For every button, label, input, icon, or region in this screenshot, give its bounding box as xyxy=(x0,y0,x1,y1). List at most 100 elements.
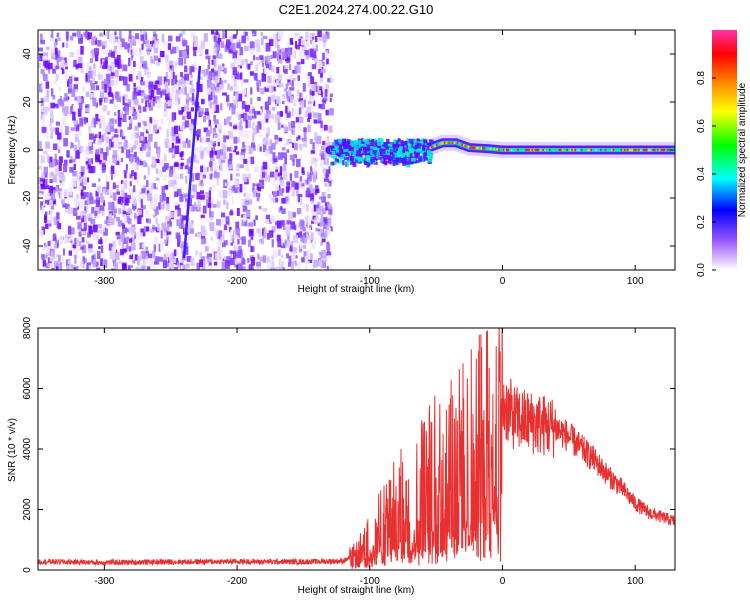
noise-cell xyxy=(67,260,72,265)
noise-cell xyxy=(230,62,235,69)
signal-cell xyxy=(375,140,380,144)
noise-cell xyxy=(38,47,43,52)
noise-cell xyxy=(319,196,324,200)
noise-cell xyxy=(315,85,318,92)
signal-cell xyxy=(393,147,397,153)
noise-cell xyxy=(144,136,148,144)
noise-cell xyxy=(226,116,232,120)
spectrogram-y-tick-label: -40 xyxy=(22,238,33,253)
noise-cell xyxy=(140,34,145,41)
noise-cell xyxy=(305,41,310,48)
noise-cell xyxy=(259,55,264,60)
noise-cell xyxy=(298,231,303,238)
spectrogram-y-tick-label: 20 xyxy=(22,96,33,108)
noise-cell xyxy=(51,30,54,38)
noise-cell xyxy=(324,95,328,101)
noise-cell xyxy=(99,153,104,160)
noise-cell xyxy=(313,50,317,58)
noise-cell xyxy=(271,142,276,150)
noise-cell xyxy=(212,161,217,166)
noise-cell xyxy=(141,243,146,248)
noise-cell xyxy=(278,82,284,88)
noise-cell xyxy=(52,143,58,151)
signal-cell xyxy=(379,156,384,161)
signal-cell xyxy=(348,140,351,144)
noise-cell xyxy=(277,31,283,40)
noise-cell xyxy=(71,264,76,269)
noise-cell xyxy=(235,179,239,185)
noise-cell xyxy=(98,134,104,143)
noise-cell xyxy=(65,66,68,70)
noise-cell xyxy=(172,164,176,174)
noise-cell xyxy=(97,74,103,80)
noise-cell xyxy=(83,31,87,37)
noise-cell xyxy=(77,131,82,137)
noise-cell xyxy=(73,59,77,68)
noise-cell xyxy=(286,201,291,205)
signal-cell xyxy=(395,158,399,163)
snr-y-tick-label: 4000 xyxy=(22,437,33,460)
noise-cell xyxy=(74,119,78,126)
noise-cell xyxy=(264,150,270,157)
noise-cell xyxy=(282,244,286,249)
noise-cell xyxy=(145,250,149,257)
signal-peak-cell xyxy=(599,148,603,152)
noise-cell xyxy=(257,253,260,260)
noise-cell xyxy=(98,239,103,245)
noise-cell xyxy=(327,32,330,39)
noise-cell xyxy=(154,256,160,265)
noise-cell xyxy=(326,251,332,256)
noise-cell xyxy=(250,148,254,152)
signal-peak-cell xyxy=(580,148,583,152)
noise-cell xyxy=(171,154,176,159)
noise-cell xyxy=(92,97,97,107)
noise-cell xyxy=(55,198,58,206)
signal-cell xyxy=(339,154,344,160)
noise-cell xyxy=(72,75,76,82)
noise-cell xyxy=(116,54,121,60)
noise-cell xyxy=(110,171,113,180)
noise-cell xyxy=(295,187,299,197)
noise-cell xyxy=(287,233,290,242)
noise-cell xyxy=(135,176,139,184)
noise-cell xyxy=(153,32,156,40)
noise-cell xyxy=(145,129,149,134)
noise-cell xyxy=(323,220,328,230)
noise-cell xyxy=(99,122,102,129)
noise-cell xyxy=(108,243,114,251)
noise-cell xyxy=(281,197,286,204)
noise-cell xyxy=(186,102,189,112)
noise-cell xyxy=(97,207,102,214)
noise-cell xyxy=(48,62,53,70)
noise-cell xyxy=(209,211,214,218)
noise-cell xyxy=(128,101,132,108)
noise-cell xyxy=(254,188,258,197)
noise-cell xyxy=(63,138,68,147)
noise-cell xyxy=(178,33,183,38)
noise-cell xyxy=(126,215,130,223)
noise-cell xyxy=(228,48,233,54)
noise-cell xyxy=(122,263,127,270)
noise-cell xyxy=(241,236,246,245)
noise-cell xyxy=(107,30,110,39)
noise-cell xyxy=(289,74,294,80)
noise-cell xyxy=(219,162,223,171)
noise-cell xyxy=(41,126,47,133)
noise-cell xyxy=(152,82,156,86)
noise-cell xyxy=(113,39,119,43)
noise-cell xyxy=(206,254,210,259)
noise-cell xyxy=(164,185,169,190)
noise-cell xyxy=(49,223,52,227)
noise-cell xyxy=(148,84,154,90)
noise-cell xyxy=(252,144,256,151)
noise-cell xyxy=(222,189,228,199)
noise-cell xyxy=(310,193,315,202)
noise-cell xyxy=(97,230,103,234)
noise-cell xyxy=(301,183,305,187)
noise-cell xyxy=(276,234,281,242)
noise-cell xyxy=(205,199,209,207)
noise-cell xyxy=(46,248,50,253)
noise-cell xyxy=(218,64,222,73)
noise-cell xyxy=(211,198,214,202)
noise-cell xyxy=(250,245,254,252)
